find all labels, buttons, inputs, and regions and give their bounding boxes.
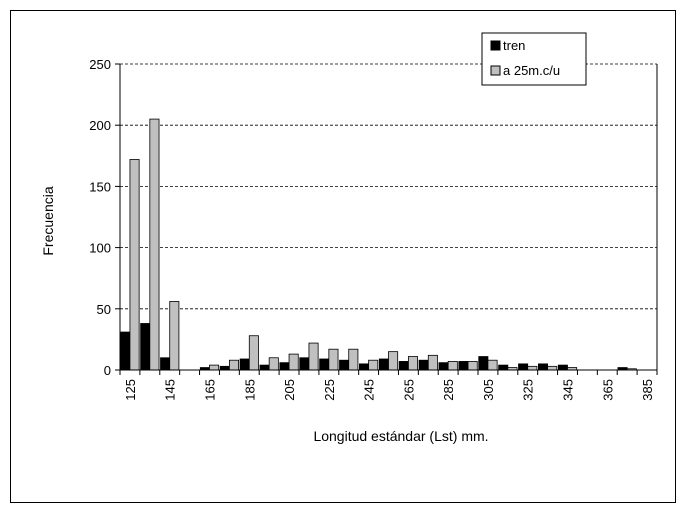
- y-tick-label: 250: [89, 57, 111, 72]
- x-tick-label: 385: [640, 379, 655, 401]
- bar-a25m: [169, 301, 180, 371]
- legend-label-a25m: a 25m.c/u: [503, 63, 560, 78]
- x-tick-label: 125: [123, 379, 138, 401]
- bar-tren: [557, 364, 568, 371]
- bar-a25m: [348, 348, 359, 371]
- bar-tren: [498, 364, 509, 371]
- bar-a25m: [487, 359, 498, 371]
- bar-a25m: [467, 361, 478, 371]
- legend-swatch-tren: [490, 40, 501, 51]
- legend: tren a 25m.c/u: [481, 32, 587, 86]
- x-tick-label: 185: [242, 379, 257, 401]
- x-tick-label: 325: [521, 379, 536, 401]
- x-tick-label: 165: [203, 379, 218, 401]
- y-tick-labels: 0 50 100 150 200 250: [89, 57, 111, 378]
- bar-a25m: [527, 365, 538, 371]
- bar-a25m: [248, 335, 259, 371]
- bar-chart: 0 50 100 150 200 250 125 145 165 185 205 225 245 265…: [40, 32, 658, 444]
- bar-a25m: [129, 159, 140, 371]
- y-tick-label: 200: [89, 118, 111, 133]
- y-tick-label: 150: [89, 179, 111, 194]
- bar-tren: [239, 358, 250, 371]
- bar-a25m: [288, 353, 299, 371]
- bar-a25m: [209, 364, 220, 371]
- x-tick-labels: 125 145 165 185 205 225 245 265 285 305 325 345 365 3…: [123, 379, 655, 401]
- chart-frame: 0 50 100 150 200 250 125 145 165 185 205 225 245 265…: [10, 10, 676, 503]
- bar-tren: [259, 364, 270, 371]
- bar-tren: [418, 359, 429, 371]
- bar-tren: [438, 362, 449, 371]
- bar-tren: [339, 359, 350, 371]
- bar-tren: [120, 331, 131, 371]
- bar-a25m: [149, 118, 160, 371]
- y-tick-label: 100: [89, 241, 111, 256]
- bar-tren: [359, 363, 370, 371]
- x-tick-label: 265: [401, 379, 416, 401]
- x-tick-label: 145: [163, 379, 178, 401]
- x-tick-label: 365: [600, 379, 615, 401]
- bar-tren: [279, 362, 290, 371]
- y-tick-label: 50: [97, 302, 111, 317]
- bars: [120, 118, 637, 371]
- legend-label-tren: tren: [503, 38, 525, 53]
- bar-tren: [478, 356, 489, 371]
- bar-tren: [398, 361, 409, 371]
- bar-tren: [319, 358, 330, 371]
- legend-swatch-a25m: [490, 65, 501, 76]
- bar-a25m: [388, 351, 399, 371]
- x-tick-label: 205: [282, 379, 297, 401]
- x-tick-label: 225: [322, 379, 337, 401]
- bar-a25m: [368, 359, 379, 371]
- bar-a25m: [427, 354, 438, 371]
- x-axis-label: Longitud estándar (Lst) mm.: [313, 428, 488, 444]
- bar-a25m: [407, 356, 418, 371]
- bar-tren: [458, 361, 469, 371]
- bar-a25m: [268, 357, 279, 371]
- axes: [115, 63, 658, 375]
- x-tick-label: 285: [441, 379, 456, 401]
- y-axis-label: Frecuencia: [40, 186, 56, 255]
- bar-tren: [518, 363, 529, 371]
- bar-tren: [538, 363, 549, 371]
- x-tick-label: 345: [561, 379, 576, 401]
- bar-a25m: [447, 361, 458, 371]
- bar-tren: [378, 358, 389, 371]
- bar-tren: [299, 357, 310, 371]
- bar-a25m: [547, 365, 558, 371]
- x-tick-label: 245: [362, 379, 377, 401]
- bar-a25m: [228, 359, 239, 371]
- bar-tren: [160, 357, 171, 371]
- gridlines: [120, 63, 657, 310]
- bar-tren: [219, 365, 230, 371]
- bar-a25m: [308, 342, 319, 371]
- y-tick-label: 0: [104, 363, 111, 378]
- bar-a25m: [328, 348, 339, 371]
- x-tick-label: 305: [481, 379, 496, 401]
- bar-tren: [140, 323, 151, 371]
